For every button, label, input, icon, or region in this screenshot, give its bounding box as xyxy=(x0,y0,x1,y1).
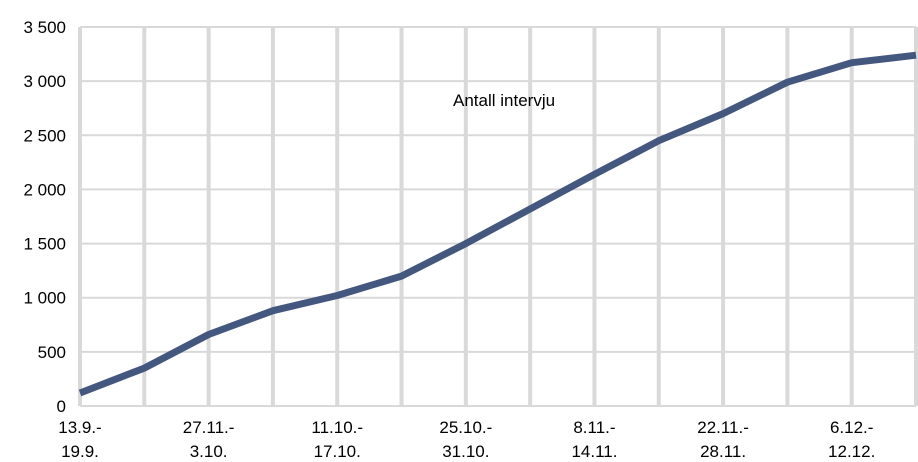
y-axis-ticks: 0 500 1 000 1 500 2 000 2 500 3 000 3 500 xyxy=(23,18,66,416)
y-tick-label: 2 500 xyxy=(23,126,66,145)
x-tick-label-line2: 3.10. xyxy=(190,442,228,461)
series-layer xyxy=(78,51,917,397)
y-tick-label: 3 000 xyxy=(23,72,66,91)
x-tick-label-line1: 11.10.- xyxy=(311,418,363,437)
y-tick-label: 1 500 xyxy=(23,235,66,254)
y-tick-label: 2 000 xyxy=(23,180,66,199)
x-tick-label-line1: 13.9.- xyxy=(58,418,101,437)
series-label: Antall intervju xyxy=(453,91,555,110)
y-tick-label: 1 000 xyxy=(23,289,66,308)
x-tick-label-line1: 25.10.- xyxy=(439,418,492,437)
x-tick-label-line1: 6.12.- xyxy=(830,418,873,437)
y-tick-label: 3 500 xyxy=(23,18,66,37)
x-tick-label-line2: 19.9. xyxy=(61,442,99,461)
y-tick-label: 0 xyxy=(57,397,66,416)
x-tick-label-line2: 17.10. xyxy=(314,442,361,461)
y-tick-label: 500 xyxy=(38,343,66,362)
grid-layer xyxy=(78,26,918,407)
x-tick-label-line2: 31.10. xyxy=(442,442,489,461)
x-tick-label-line1: 8.11.- xyxy=(573,418,615,437)
x-tick-label-line1: 27.11.- xyxy=(183,418,235,437)
x-tick-label-line2: 14.11. xyxy=(571,442,617,461)
x-tick-label-line2: 28.11. xyxy=(700,442,746,461)
x-tick-label-line2: 12.12. xyxy=(828,442,875,461)
x-axis-ticks: 13.9.- 19.9. 27.11.- 3.10. 11.10.- 17.10. 25.1… xyxy=(58,418,875,461)
series-line xyxy=(78,51,917,397)
x-tick-label-line1: 22.11.- xyxy=(697,418,749,437)
